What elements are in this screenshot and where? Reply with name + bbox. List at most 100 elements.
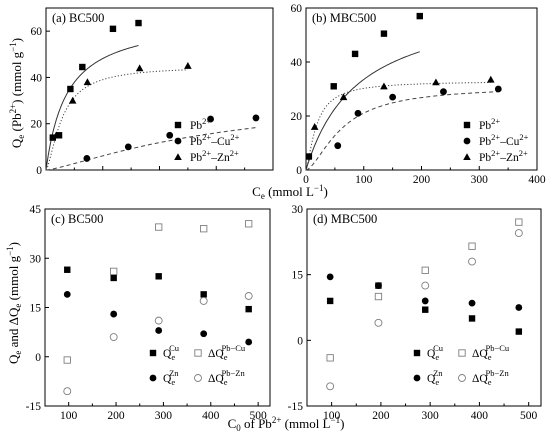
legend-marker-pb2-cu2-b xyxy=(463,137,471,145)
panel-c-bc500-competition: 100 200 300 400 500 -15 0 15 30 45 (c) BC500 QeCu ΔQ… xyxy=(26,204,271,422)
panel-d-mbc500-competition: 100 200 300 400 500 -15 0 15 30 (d) MBC500 QeCu ΔQe… xyxy=(288,204,542,422)
xlabel-bottom: C0 of Pb2+ (mmol L−1) xyxy=(228,415,345,433)
y-tick-label-c: -15 xyxy=(26,401,42,413)
x-tick-label-c: 100 xyxy=(60,410,78,422)
data-point-qepb-cu-c xyxy=(63,356,71,364)
data-point-qezn-c xyxy=(110,310,118,318)
data-point-qecu-c xyxy=(200,291,207,298)
data-point-pb2-b xyxy=(330,83,337,90)
data-point-qecu-d xyxy=(422,306,429,313)
x-tick-label-d: 400 xyxy=(471,410,489,422)
y-tick-label-a: 60 xyxy=(31,26,43,38)
data-point-qepb-zn-c xyxy=(199,296,208,305)
data-point-pb2-cu2-b xyxy=(440,88,447,96)
legend-marker-qepb-zn-c xyxy=(194,374,202,382)
data-point-qepb-zn-d xyxy=(468,257,476,266)
data-point-pb2-zn2-a xyxy=(83,78,92,86)
x-tick-label-b: 300 xyxy=(471,174,489,186)
x-tick-label-c: 400 xyxy=(202,410,220,422)
y-tick-label-d: 15 xyxy=(292,270,304,282)
data-point-pb2-a xyxy=(109,25,117,33)
data-point-qezn-d xyxy=(375,282,382,290)
y-tick-label-a: 40 xyxy=(31,72,43,84)
legend-label-qepb-cu-d: ΔQePb−Cu xyxy=(472,343,510,362)
x-tick-label-c: 500 xyxy=(250,410,268,422)
legend-label-qecu-d: QeCu xyxy=(427,343,444,362)
y-tick-label-d: -15 xyxy=(288,401,304,413)
data-point-qezn-d xyxy=(515,304,523,311)
data-point-qepb-cu-d xyxy=(326,354,334,362)
data-point-qecu-d xyxy=(326,297,334,305)
data-point-pb2-zn2-b xyxy=(487,75,495,83)
y-tick-label-b: 40 xyxy=(291,57,303,69)
y-tick-label-a: 0 xyxy=(36,165,42,177)
legend-marker-qezn-d xyxy=(413,374,421,382)
data-point-pb2-b xyxy=(416,12,423,20)
plot-frame-a xyxy=(45,7,274,171)
data-point-pb2-zn2-a xyxy=(52,131,61,139)
x-tick-label-b: 100 xyxy=(355,174,373,186)
data-point-pb2-zn2-a xyxy=(184,62,192,69)
legend-label-qepb-zn-c: ΔQePb−Zn xyxy=(208,368,245,387)
legend-label-qepb-cu-c: ΔQePb−Cu xyxy=(208,343,246,362)
legend-label-pb2-cu2-a: Pb2+–Cu2+ xyxy=(190,132,240,148)
x-tick-label-b: 400 xyxy=(528,174,546,186)
legend-marker-qecu-d xyxy=(413,349,421,357)
y-tick-label-d: 0 xyxy=(297,335,303,347)
data-point-qezn-d xyxy=(468,299,476,307)
legend-label-qecu-c: QeCu xyxy=(163,343,180,362)
data-point-qepb-cu-c xyxy=(200,225,208,233)
data-point-pb2-zn2-a xyxy=(135,64,144,72)
legend-marker-pb2-b xyxy=(463,121,471,129)
data-point-qepb-cu-c xyxy=(245,220,253,228)
data-point-qepb-zn-d xyxy=(514,229,523,238)
x-tick-label-b: 200 xyxy=(413,174,431,186)
data-point-qezn-d xyxy=(326,273,334,281)
y-tick-label-c: 30 xyxy=(30,253,42,265)
data-point-pb2-a xyxy=(49,134,57,141)
legend-marker-qepb-cu-d xyxy=(458,349,466,357)
data-point-qepb-cu-d xyxy=(515,218,523,226)
legend-label-pb2-a: Pb2+ xyxy=(190,116,211,132)
legend-label-qezn-d: QeZn xyxy=(427,368,443,387)
panel-label-b: (b) MBC500 xyxy=(312,11,376,25)
legend-label-pb2-zn2-a: Pb2+–Zn2+ xyxy=(190,148,239,164)
ylabel-bottom: Qe and ΔQe (mmol g−1) xyxy=(5,242,23,364)
data-point-pb2-zn2-a xyxy=(68,96,77,104)
data-point-qepb-cu-c xyxy=(110,267,118,276)
data-point-qezn-d xyxy=(421,297,429,305)
data-point-pb2-a xyxy=(135,19,142,27)
data-point-pb2-zn2-b xyxy=(310,123,319,130)
panel-a-bc500-isotherm: 0 20 40 60 (a) BC500 Pb2+Pb2+–Cu2+Pb2+–Zn2+ xyxy=(31,7,274,177)
data-point-qepb-cu-d xyxy=(468,242,476,250)
data-point-pb2-a xyxy=(55,132,63,139)
data-point-pb2-cu2-b xyxy=(334,142,342,150)
x-tick-label-d: 200 xyxy=(372,410,390,422)
y-tick-label-c: 0 xyxy=(35,352,41,364)
plot-frame-d xyxy=(306,208,542,407)
legend-marker-pb2-zn2-a xyxy=(174,153,182,161)
y-tick-label-b: 60 xyxy=(291,3,303,15)
legend-marker-qepb-zn-d xyxy=(458,374,466,382)
data-point-qezn-c xyxy=(155,327,163,334)
data-point-pb2-b xyxy=(380,30,388,37)
data-point-pb2-a xyxy=(79,63,86,71)
data-point-pb2-cu2-a xyxy=(124,143,132,151)
x-tick-label-c: 200 xyxy=(107,410,125,422)
data-point-pb2-zn2-b xyxy=(339,93,348,101)
fit-curve-pb2-zn2-b xyxy=(305,82,491,171)
fit-curve-pb2-zn2-a xyxy=(45,69,188,171)
x-tick-label-d: 500 xyxy=(520,410,538,422)
panel-b-mbc500-isotherm: 0 100 200 300 400 0 20 40 60 (b) MBC500 Pb2+Pb2+–C… xyxy=(291,3,546,186)
y-tick-label-b: 0 xyxy=(296,165,302,177)
data-point-pb2-zn2-b xyxy=(380,82,388,90)
y-tick-label-d: 30 xyxy=(292,204,304,216)
legend-marker-qecu-c xyxy=(149,349,157,357)
data-point-pb2-a xyxy=(67,85,74,93)
data-point-pb2-cu2-b xyxy=(354,109,362,117)
legend-marker-pb2-zn2-b xyxy=(463,153,471,161)
data-point-qepb-zn-c xyxy=(244,292,253,300)
data-point-qepb-cu-d xyxy=(374,292,383,301)
legend-label-pb2-cu2-b: Pb2+–Cu2+ xyxy=(479,132,529,148)
fit-curve-pb2-cu2-a xyxy=(45,127,257,171)
